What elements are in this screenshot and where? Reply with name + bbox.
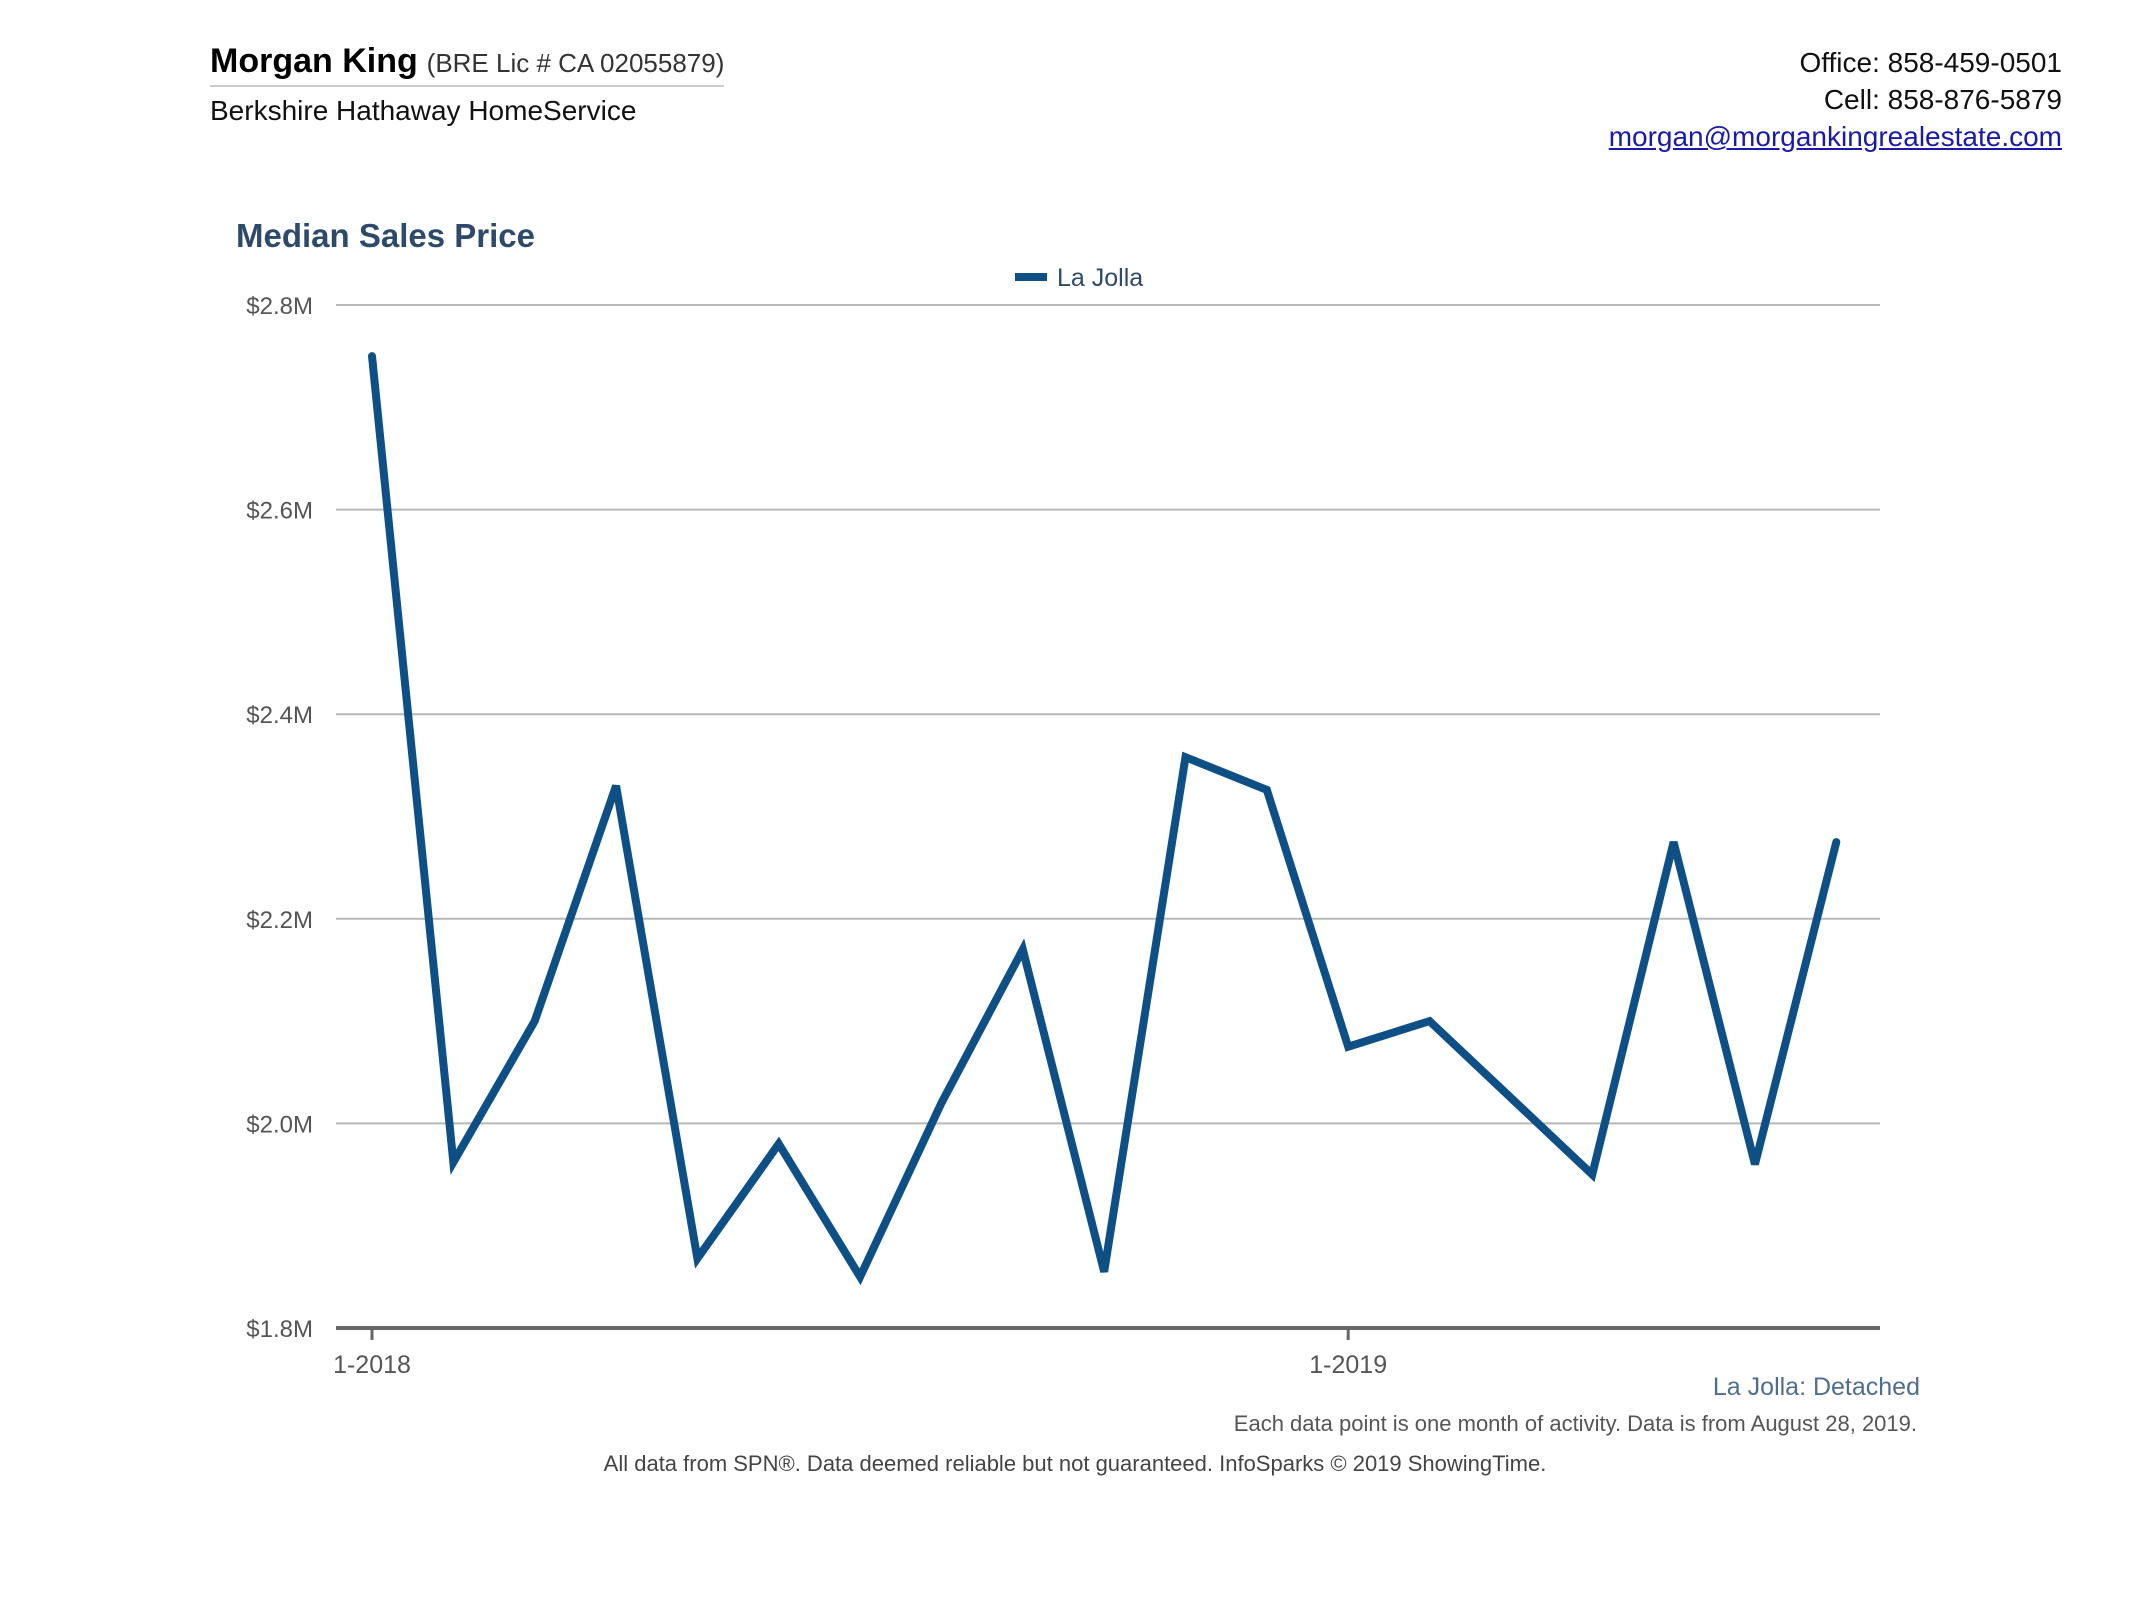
series-layer [368,352,1841,1286]
legend-label: La Jolla [1057,264,1143,292]
x-tick-label: 1-2018 [333,1351,411,1379]
agent-name: Morgan King [210,42,418,80]
y-axis-ticks: $1.8M $2.0M $2.2M $2.4M $2.6M $2.8M [246,293,313,1343]
agent-block: Morgan King (BRE Lic # CA 02055879) Berk… [210,42,725,127]
series-line-la-jolla [368,352,1841,1286]
email-link[interactable]: morgan@morgankingrealestate.com [1608,121,2062,152]
chart-title: Median Sales Price [236,217,535,254]
y-tick-label: $2.2M [246,907,313,934]
agent-company: Berkshire Hathaway HomeService [210,95,637,126]
y-tick-label: $2.8M [246,293,313,320]
data-note: Each data point is one month of activity… [1233,1411,1917,1436]
x-tick-label: 1-2019 [1309,1351,1387,1379]
y-tick-label: $1.8M [246,1316,313,1343]
office-phone: Office: 858-459-0501 [1799,47,2062,78]
y-tick-label: $2.4M [246,702,313,729]
contact-block: Office: 858-459-0501 Cell: 858-876-5879 … [1609,44,2062,155]
gridlines [336,304,1880,1125]
x-axis: 1-2018 1-2019 [333,1326,1880,1379]
agent-line: Morgan King (BRE Lic # CA 02055879) [210,42,725,87]
y-tick-label: $2.0M [246,1111,313,1138]
legend: La Jolla [1015,264,1143,292]
source-note: All data from SPN®. Data deemed reliable… [603,1451,1547,1476]
agent-license: (BRE Lic # CA 02055879) [426,48,725,78]
series-note: La Jolla: Detached [1712,1373,1920,1401]
y-tick-label: $2.6M [246,498,313,525]
cell-phone: Cell: 858-876-5879 [1823,84,2062,115]
